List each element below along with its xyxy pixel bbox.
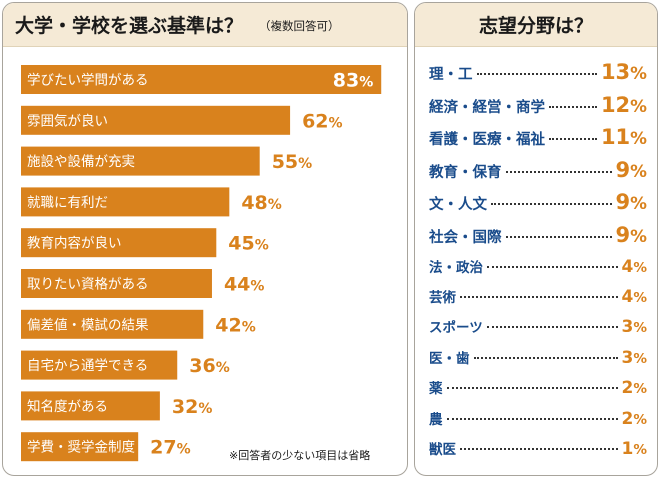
field-row-5: 文・人文 9% (429, 190, 647, 220)
bar-label-3: 施設や設備が充実 (27, 154, 135, 170)
field-label-2: 経済・経営・商学 (429, 99, 545, 116)
bar-5 (21, 228, 217, 258)
dot-leader (446, 417, 618, 420)
field-label-4: 教育・保育 (429, 164, 502, 181)
bar-label-8: 自宅から通学できる (27, 358, 148, 374)
field-value-1: 13% (600, 60, 647, 84)
bar-2 (21, 105, 291, 135)
bar-label-5: 教育内容が良い (27, 235, 122, 252)
dot-leader (460, 296, 618, 298)
field-label-13: 獣医 (429, 442, 456, 458)
dot-leader (549, 138, 597, 141)
field-label-3: 看護・医療・福祉 (429, 132, 545, 149)
field-value-2: 12% (600, 92, 647, 117)
bar-1 (21, 65, 382, 94)
bar-4 (21, 187, 230, 217)
bar-value-1: 83% (333, 70, 373, 92)
desired-field-header: 志望分野は？ (415, 3, 657, 47)
field-row-3: 看護・医療・福祉 11% (429, 125, 647, 155)
selection-criteria-title: 大学・学校を選ぶ基準は？ (15, 15, 244, 37)
field-value-11: 2% (621, 378, 647, 399)
bar-10 (21, 432, 139, 462)
field-value-13: 1% (621, 439, 647, 459)
field-value-10: 3% (621, 347, 647, 368)
omitted-items-footnote: ※回答者の少ない項目は省略 (229, 449, 371, 462)
bar-9 (21, 391, 160, 421)
bar-label-1: 学びたい学問がある (27, 73, 149, 89)
bar-value-3: 55% (272, 151, 312, 173)
bar-label-4: 就職に有利だ (27, 195, 108, 211)
field-row-9: スポーツ 3% (429, 316, 647, 346)
field-row-7: 法・政治 4% (429, 256, 647, 286)
dot-leader (460, 448, 618, 450)
field-label-6: 社会・国際 (429, 230, 502, 246)
bar-value-8: 36% (189, 355, 229, 377)
dot-leader (505, 236, 612, 238)
multiple-answer-note: （複数回答可） (259, 19, 340, 33)
bar-label-7: 偏差値・模試の結果 (27, 317, 149, 333)
bar-6 (21, 269, 212, 298)
bar-value-9: 32% (172, 396, 212, 418)
field-row-6: 社会・国際 9% (429, 223, 647, 253)
field-value-3: 11% (600, 125, 647, 150)
field-row-11: 薬 2% (429, 377, 647, 407)
dot-leader (446, 387, 618, 390)
field-label-11: 薬 (429, 381, 443, 398)
field-row-4: 教育・保育 9% (429, 158, 647, 188)
field-value-4: 9% (615, 157, 647, 182)
dot-leader (491, 203, 612, 206)
desired-field-title: 志望分野は？ (478, 15, 593, 37)
field-label-8: 芸術 (429, 290, 456, 306)
selection-criteria-header: 大学・学校を選ぶ基準は？ （複数回答可） (3, 3, 407, 47)
bar-label-10: 学費・奨学金制度 (27, 440, 135, 456)
desired-field-panel: 志望分野は？ 理・工 13% 経済・経営・商学 12% 看護・医療・福祉 11% 教育・保育… (414, 2, 658, 476)
field-label-10: 医・歯 (429, 350, 470, 367)
bar-value-5: 45% (228, 233, 268, 255)
bar-value-2: 62% (302, 110, 342, 132)
bar-7 (21, 309, 204, 339)
field-row-1: 理・工 13% (429, 60, 647, 90)
field-value-6: 9% (615, 223, 647, 247)
bar-label-2: 雰囲気が良い (27, 113, 108, 129)
field-row-10: 医・歯 3% (429, 347, 647, 377)
field-value-7: 4% (621, 256, 647, 277)
field-label-1: 理・工 (429, 67, 473, 83)
dot-leader (505, 170, 612, 173)
dot-leader (476, 73, 597, 75)
dot-leader (487, 265, 618, 268)
field-row-12: 農 2% (429, 408, 647, 438)
dot-leader (473, 356, 618, 359)
field-row-8: 芸術 4% (429, 286, 647, 316)
bar-value-6: 44% (224, 274, 264, 296)
selection-criteria-panel: 大学・学校を選ぶ基準は？ （複数回答可） 学びたい学問がある 83% 雰囲気が良い 6… (2, 2, 408, 476)
field-label-9: スポーツ (429, 320, 483, 337)
field-label-7: 法・政治 (429, 259, 483, 276)
field-row-2: 経済・経営・商学 12% (429, 93, 647, 123)
field-value-5: 9% (615, 190, 647, 215)
bar-value-4: 48% (241, 192, 281, 214)
field-value-9: 3% (621, 317, 647, 338)
bar-label-6: 取りたい資格がある (27, 277, 149, 293)
dot-leader (486, 326, 618, 329)
dot-leader (549, 105, 597, 108)
bar-8 (21, 350, 178, 380)
bar-label-9: 知名度がある (27, 398, 108, 415)
criteria-bar-chart: 学びたい学問がある 83% 雰囲気が良い 62% 施設や設備が充実 55% 就職に有利だ 48… (21, 65, 382, 462)
bar-value-7: 42% (215, 314, 255, 336)
field-value-8: 4% (621, 287, 647, 307)
field-value-12: 2% (621, 408, 647, 429)
bar-3 (21, 146, 260, 176)
field-row-13: 獣医 1% (429, 438, 647, 468)
field-label-5: 文・人文 (429, 197, 487, 214)
bar-value-10: 27% (150, 437, 190, 459)
field-label-12: 農 (429, 411, 443, 428)
